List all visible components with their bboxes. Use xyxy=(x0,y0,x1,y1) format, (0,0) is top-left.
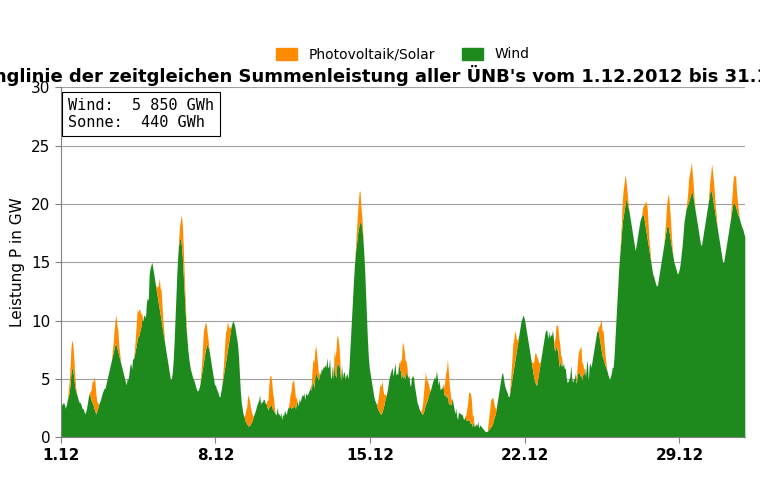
Y-axis label: Leistung P in GW: Leistung P in GW xyxy=(11,198,25,327)
Title: Ganglinie der zeitgleichen Summenleistung aller ÜNB's vom 1.12.2012 bis 31.12.20: Ganglinie der zeitgleichen Summenleistun… xyxy=(0,65,760,86)
Legend: Photovoltaik/Solar, Wind: Photovoltaik/Solar, Wind xyxy=(271,42,535,67)
Text: Wind:  5 850 GWh
Sonne:  440 GWh: Wind: 5 850 GWh Sonne: 440 GWh xyxy=(68,98,214,130)
